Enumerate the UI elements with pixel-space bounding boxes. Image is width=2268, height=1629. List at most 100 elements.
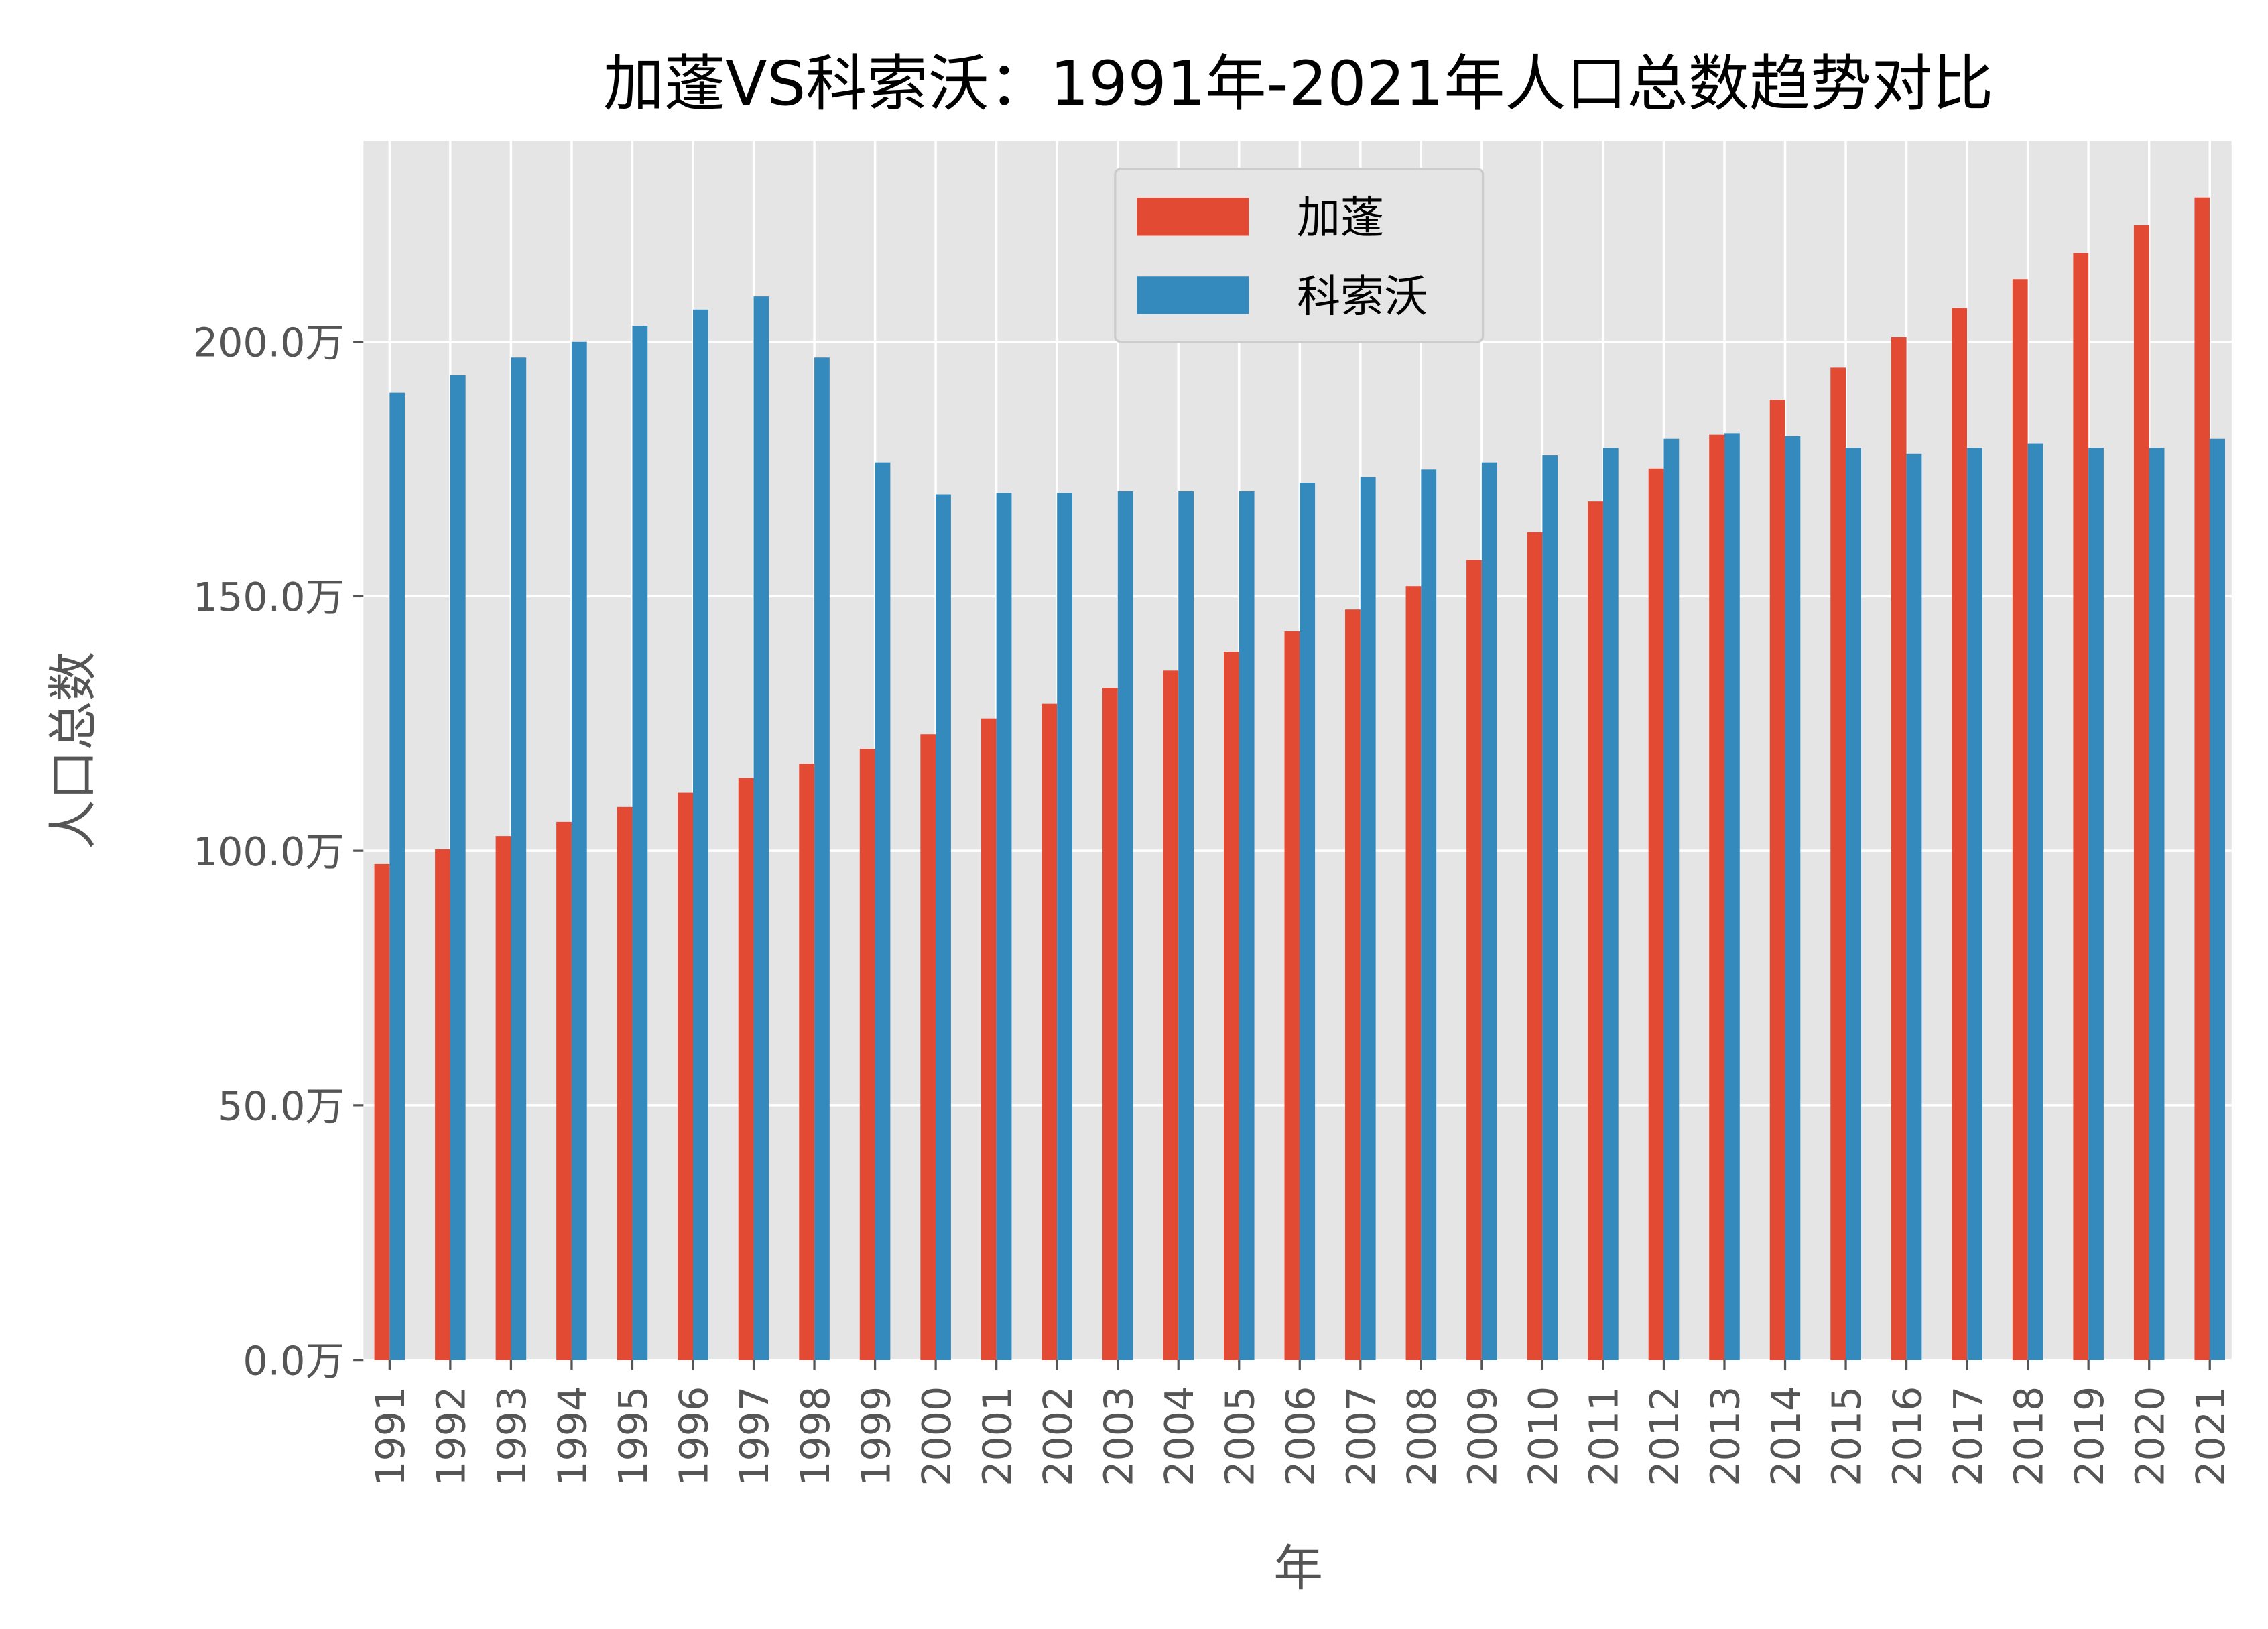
bar-kosovo [632, 326, 648, 1360]
bars [374, 197, 2226, 1360]
x-tick-label: 2000 [914, 1386, 960, 1486]
x-tick-label: 1995 [611, 1386, 656, 1486]
y-axis: 0.0万 50.0万 100.0万 150.0万 200.0万 [193, 320, 364, 1384]
bar-gabon [1405, 586, 1422, 1360]
bar-kosovo [814, 357, 830, 1360]
x-tick-label: 1994 [550, 1386, 596, 1486]
x-tick-label: 1992 [429, 1386, 475, 1486]
x-tick-label: 2006 [1278, 1386, 1324, 1486]
x-tick-label: 1997 [732, 1386, 777, 1486]
bar-kosovo [1178, 491, 1194, 1360]
x-tick-label: 2007 [1339, 1386, 1385, 1486]
bar-kosovo [1057, 493, 1072, 1360]
bar-gabon [495, 836, 511, 1360]
bar-gabon [1042, 703, 1058, 1360]
bar-gabon [2073, 253, 2089, 1360]
bar-kosovo [1906, 453, 1922, 1360]
bar-gabon [374, 863, 390, 1360]
x-tick-label: 2021 [2188, 1386, 2234, 1486]
bar-kosovo [2088, 448, 2104, 1360]
x-tick-label: 1996 [672, 1386, 717, 1486]
x-tick-label: 2017 [1946, 1386, 1991, 1486]
legend-swatch-kosovo [1137, 276, 1249, 314]
bar-kosovo [511, 357, 527, 1360]
bar-kosovo [2210, 438, 2226, 1360]
x-tick-label: 1991 [368, 1386, 414, 1486]
bar-kosovo [936, 494, 951, 1360]
x-tick-label: 2018 [2006, 1386, 2052, 1486]
bar-kosovo [1360, 477, 1376, 1360]
bar-kosovo [1421, 469, 1437, 1360]
bar-gabon [1588, 501, 1603, 1360]
bar-gabon [1769, 400, 1785, 1360]
x-tick-label: 2009 [1460, 1386, 1506, 1486]
bar-kosovo [1967, 448, 1982, 1360]
x-tick-label: 2005 [1217, 1386, 1263, 1486]
y-tick-label: 100.0万 [193, 829, 344, 875]
bar-kosovo [753, 296, 769, 1360]
bar-kosovo [450, 375, 466, 1360]
bar-gabon [2133, 225, 2149, 1360]
x-tick-label: 2008 [1399, 1386, 1445, 1486]
bar-gabon [678, 792, 693, 1360]
x-axis: 1991 1992 1993 1994 1995 1996 1997 1998 1999 2000… [368, 1360, 2234, 1486]
bar-gabon [556, 821, 572, 1360]
y-tick-label: 50.0万 [218, 1084, 344, 1130]
bar-gabon [1223, 652, 1239, 1360]
y-tick-label: 0.0万 [243, 1338, 344, 1384]
bar-kosovo [389, 392, 405, 1360]
x-tick-label: 2012 [1642, 1386, 1688, 1486]
bar-gabon [1466, 560, 1482, 1360]
bar-gabon [1527, 532, 1543, 1360]
bar-gabon [799, 764, 815, 1360]
y-tick-label: 150.0万 [193, 575, 344, 620]
bar-kosovo [1239, 491, 1255, 1360]
bar-kosovo [571, 341, 587, 1360]
bar-kosovo [1300, 483, 1316, 1360]
x-tick-label: 2011 [1582, 1386, 1627, 1486]
bar-kosovo [1846, 448, 1861, 1360]
bar-kosovo [1724, 433, 1740, 1360]
bar-gabon [2012, 279, 2028, 1360]
bar-gabon [738, 778, 754, 1360]
bar-kosovo [875, 462, 891, 1360]
bar-kosovo [1785, 436, 1801, 1360]
bar-gabon [1891, 337, 1907, 1360]
y-tick-label: 200.0万 [193, 320, 344, 365]
x-tick-label: 2014 [1763, 1386, 1809, 1486]
x-tick-label: 2002 [1035, 1386, 1081, 1486]
y-axis-label: 人口总数 [45, 652, 102, 849]
bar-gabon [617, 806, 633, 1360]
x-tick-label: 2001 [974, 1386, 1020, 1486]
legend-label-gabon: 加蓬 [1297, 193, 1384, 243]
bar-kosovo [1542, 455, 1558, 1360]
x-tick-label: 2013 [1703, 1386, 1749, 1486]
x-tick-label: 2020 [2127, 1386, 2173, 1486]
bar-gabon [1345, 609, 1361, 1360]
bar-kosovo [2149, 448, 2165, 1360]
bar-gabon [920, 734, 936, 1360]
bar-gabon [981, 718, 997, 1360]
bar-gabon [1284, 631, 1300, 1360]
bar-gabon [435, 849, 450, 1360]
x-tick-label: 1993 [489, 1386, 535, 1486]
bar-gabon [1648, 468, 1664, 1360]
bar-gabon [1952, 308, 1968, 1360]
x-tick-label: 2010 [1521, 1386, 1566, 1486]
bar-gabon [2194, 197, 2210, 1360]
x-tick-label: 2015 [1824, 1386, 1870, 1486]
bar-kosovo [1117, 491, 1133, 1360]
bar-gabon [1102, 688, 1118, 1360]
x-tick-label: 1999 [853, 1386, 899, 1486]
x-tick-label: 2004 [1157, 1386, 1202, 1486]
bar-kosovo [693, 309, 708, 1360]
legend-swatch-gabon [1137, 198, 1249, 236]
chart-title: 加蓬VS科索沃：1991年-2021年人口总数趋势对比 [603, 48, 1993, 119]
bar-kosovo [2027, 443, 2043, 1360]
bar-gabon [859, 749, 875, 1360]
x-tick-label: 1998 [793, 1386, 838, 1486]
x-axis-label: 年 [1273, 1541, 1323, 1597]
bar-gabon [1709, 434, 1724, 1360]
bar-gabon [1163, 670, 1179, 1360]
x-tick-label: 2016 [1885, 1386, 1930, 1486]
